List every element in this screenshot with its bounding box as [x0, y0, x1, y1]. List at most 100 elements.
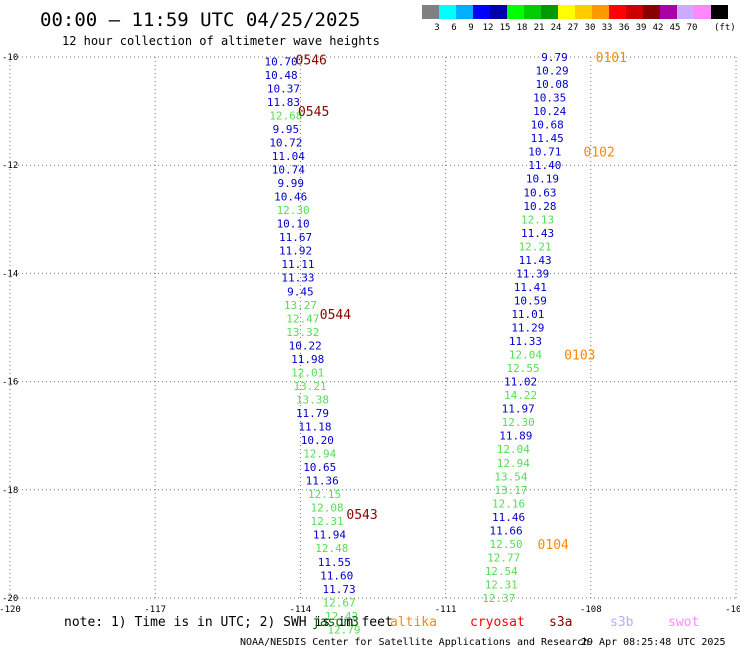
colorbar-label: 42 [653, 23, 664, 33]
pass-time-label: 0543 [346, 508, 377, 523]
swh-value-label: 12.42 [325, 610, 358, 623]
swh-value-label: 11.92 [279, 245, 312, 258]
swh-value-label: 12.13 [521, 213, 554, 226]
colorbar-swatch [558, 5, 575, 19]
colorbar-label: 12 [483, 23, 494, 33]
swh-value-label: 10.28 [523, 200, 556, 213]
colorbar-unit: (ft) [714, 23, 736, 33]
swh-value-label: 12.31 [310, 515, 343, 528]
footer-note: note: 1) Time is in UTC; 2) SWH is in fe… [64, 615, 393, 630]
swh-value-label: 10.63 [523, 186, 556, 199]
pass-time-label: 0545 [298, 105, 329, 120]
colorbar-swatch [694, 5, 711, 19]
swh-value-label: 12.37 [482, 592, 515, 605]
colorbar: 3 6 9 12 15 18 21 24 27 30 33 36 39 42 45 70 [422, 5, 728, 33]
plot-grid [9, 56, 737, 599]
swh-value-label: 10.48 [264, 69, 297, 82]
chart-subtitle: 12 hour collection of altimeter wave hei… [62, 34, 380, 48]
pass-time-label: 0544 [320, 308, 351, 323]
x-tick-label: -111 [435, 605, 457, 615]
y-tick-label: -10 [2, 53, 18, 63]
swh-value-label: 11.66 [490, 524, 523, 537]
swh-value-label: 12.67 [323, 596, 356, 609]
swh-value-label: 10.46 [274, 191, 307, 204]
x-tick-label: -120 [0, 605, 21, 615]
swh-value-label: 12.94 [303, 448, 336, 461]
swh-value-label: 10.29 [536, 65, 569, 78]
colorbar-label: 9 [468, 23, 473, 33]
swh-value-label: 11.79 [296, 407, 329, 420]
swh-value-label: 12.31 [485, 578, 518, 591]
colorbar-label: 30 [585, 23, 596, 33]
swh-value-label: 10.08 [536, 78, 569, 91]
satellite-label-jason3: jason3 [312, 615, 359, 630]
colorbar-label: 18 [517, 23, 528, 33]
swh-value-label: 11.60 [320, 569, 353, 582]
pass-time-label: 0546 [296, 54, 327, 69]
colorbar-swatch [473, 5, 490, 19]
swh-value-label: 11.43 [521, 227, 554, 240]
swh-value-label: 13.27 [284, 299, 317, 312]
satellite-label-s3a: s3a [549, 615, 572, 630]
colorbar-label: 70 [687, 23, 698, 33]
swh-value-label: 10.65 [303, 461, 336, 474]
colorbar-swatch [609, 5, 626, 19]
colorbar-swatch [643, 5, 660, 19]
swh-value-label: 12.15 [308, 488, 341, 501]
time-labels: 0546 0545 0544 0543 0101 0102 0103 0104 [296, 51, 627, 553]
swh-value-label: 10.74 [272, 164, 305, 177]
swh-value-label: 11.67 [279, 231, 312, 244]
colorbar-label: 3 [434, 23, 439, 33]
colorbar-label: 36 [619, 23, 630, 33]
colorbar-swatch [456, 5, 473, 19]
data-labels: 10.7010.4810.3711.8312.689.9510.7211.041… [264, 51, 569, 636]
swh-value-label: 12.54 [485, 565, 518, 578]
y-tick-label: -18 [2, 486, 18, 496]
swh-value-label: 10.22 [289, 339, 322, 352]
swh-value-label: 12.68 [269, 109, 302, 122]
swh-value-label: 10.10 [277, 218, 310, 231]
swh-value-label: 12.04 [497, 443, 530, 456]
colorbar-label: 21 [534, 23, 545, 33]
swh-value-label: 11.55 [318, 556, 351, 569]
colorbar-swatch [422, 5, 439, 19]
swh-value-label: 12.79 [327, 623, 360, 636]
swh-value-label: 10.68 [531, 119, 564, 132]
swh-value-label: 9.95 [273, 123, 300, 136]
colorbar-swatch [507, 5, 524, 19]
swh-value-label: 11.97 [502, 403, 535, 416]
swh-value-label: 9.45 [287, 285, 314, 298]
colorbar-swatch [490, 5, 507, 19]
x-tick-label: -117 [144, 605, 166, 615]
swh-value-label: 12.21 [519, 240, 552, 253]
swh-value-label: 9.79 [541, 51, 568, 64]
pass-time-label: 0101 [596, 51, 627, 66]
colorbar-label: 24 [551, 23, 562, 33]
satellite-label-altika: altika [390, 615, 437, 630]
colorbar-swatch [524, 5, 541, 19]
swh-value-label: 12.04 [509, 349, 542, 362]
swh-value-label: 10.71 [528, 146, 561, 159]
swh-value-label: 12.55 [506, 362, 539, 375]
swh-value-label: 10.20 [301, 434, 334, 447]
colorbar-swatch [439, 5, 456, 19]
swh-value-label: 12.47 [286, 312, 319, 325]
swh-value-label: 11.41 [514, 281, 547, 294]
colorbar-label: 15 [500, 23, 511, 33]
colorbar-swatch [626, 5, 643, 19]
swh-value-label: 11.33 [281, 272, 314, 285]
colorbar-label: 45 [670, 23, 681, 33]
swh-value-label: 10.72 [269, 136, 302, 149]
swh-value-label: 11.01 [511, 308, 544, 321]
colorbar-swatch [711, 5, 728, 19]
swh-value-label: 13.21 [294, 380, 327, 393]
swh-value-label: 13.38 [296, 393, 329, 406]
colorbar-label: 6 [451, 23, 456, 33]
swh-value-label: 11.40 [528, 159, 561, 172]
swh-value-label: 12.77 [487, 551, 520, 564]
swh-value-label: 12.94 [497, 457, 530, 470]
footer-timestamp: 29 Apr 08:25:48 UTC 2025 [581, 637, 726, 648]
y-tick-label: -14 [2, 269, 18, 279]
satellite-label-cryosat: cryosat [470, 615, 525, 630]
